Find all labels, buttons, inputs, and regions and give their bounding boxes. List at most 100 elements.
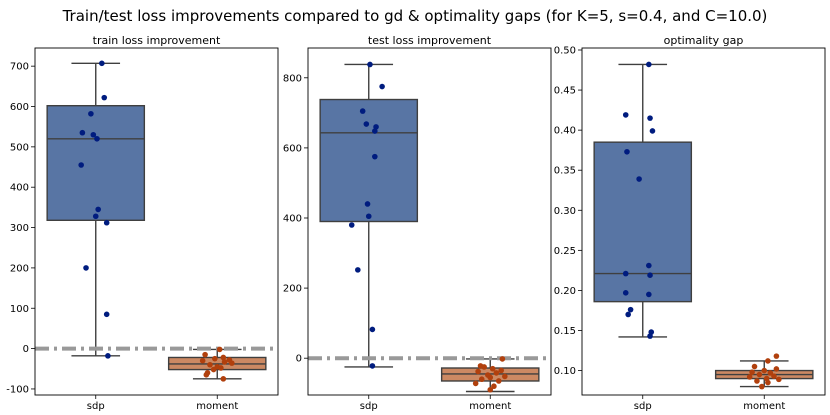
y-tick-label: 800 [283,73,302,84]
data-point [475,368,481,375]
axes-frame [34,47,279,396]
data-point [95,206,101,213]
y-tick-label: 0.20 [554,286,576,297]
data-point [367,61,373,68]
data-point [498,367,504,374]
data-point [636,176,642,182]
data-point [487,374,494,381]
data-point [365,213,372,220]
data-point [92,213,99,220]
panel-2: test loss improvement 0 200 400 600 800 sdp mom… [283,34,552,412]
data-point [647,115,653,121]
data-point [220,376,227,382]
data-point [369,363,376,369]
y-tick-label: 300 [10,223,29,234]
y-tick-label: 200 [10,263,29,274]
y-tick-label: 600 [10,102,29,113]
data-point [472,380,479,387]
data-point [103,311,110,318]
panel-title: optimality gap [664,34,744,47]
data-point [105,353,111,359]
panel-3: optimality gap 0.10 0.15 0.20 0.25 0.30 0.35 0.… [554,34,826,412]
box-sdp [593,141,693,303]
data-point [649,128,656,134]
data-point [624,148,630,155]
data-point [373,124,379,130]
y-tick-label: 100 [10,304,29,315]
data-point [647,272,653,278]
y-tick-label: 0.45 [554,86,576,97]
data-point [379,83,385,90]
data-point [749,369,755,375]
x-tick-label: sdp [634,401,652,412]
x-tick-label: moment [196,401,238,412]
figure-title: Train/test loss improvements compared to… [62,7,768,25]
data-point [622,290,629,296]
data-point [499,356,506,362]
data-point [771,373,777,379]
data-point [79,129,86,136]
data-point [491,383,497,390]
data-point [487,386,494,393]
data-point [88,110,94,117]
data-point [229,360,235,366]
data-point [767,370,774,376]
data-point [372,128,378,134]
data-point [646,262,652,269]
box-sdp [46,104,146,221]
data-point [203,372,210,378]
data-point [646,61,652,68]
x-tick-label: moment [469,401,511,412]
y-tick-label: 0.30 [554,206,576,217]
data-point [363,121,370,127]
data-point [754,378,760,384]
data-point [216,346,223,353]
y-tick-label: 0 [296,354,302,365]
data-point [78,162,84,168]
data-point [625,311,631,318]
y-tick-label: 0.40 [554,126,576,137]
y-tick-label: 600 [283,143,302,154]
data-point [221,359,228,365]
y-tick-label: 400 [283,213,302,224]
x-tick-label: moment [743,401,785,412]
data-point [622,270,629,277]
data-point [493,370,500,376]
data-point [647,333,653,339]
panel-title: train loss improvement [93,34,221,47]
data-point [756,371,763,378]
data-point [478,376,485,383]
data-point [99,60,105,67]
x-tick-label: sdp [87,401,105,412]
y-tick-label: 0.50 [554,46,576,57]
data-point [359,108,366,114]
axes-frame [581,47,826,396]
y-tick-label: -100 [6,384,29,395]
data-point [103,219,110,226]
data-point [372,153,378,160]
y-tick-label: 400 [10,183,29,194]
data-point [90,131,97,138]
data-point [481,364,487,370]
x-tick-label: sdp [360,401,378,412]
y-tick-label: 0.25 [554,246,576,257]
axes-frame [307,47,552,396]
data-point [348,222,355,228]
y-tick-label: 0 [23,344,29,355]
data-point [489,365,496,372]
data-point [776,376,782,383]
data-point [495,378,502,384]
panel-1: train loss improvement -100 0 100 200 300 400 5… [6,34,279,412]
data-point [773,353,780,359]
y-tick-label: 0.15 [554,326,576,337]
y-tick-label: 200 [283,284,302,295]
data-point [83,265,89,271]
data-point [210,366,217,373]
data-point [502,373,508,380]
data-point [746,374,753,380]
y-tick-label: 0.35 [554,166,576,177]
data-point [220,354,227,361]
data-point [207,361,213,368]
data-point [218,365,224,371]
